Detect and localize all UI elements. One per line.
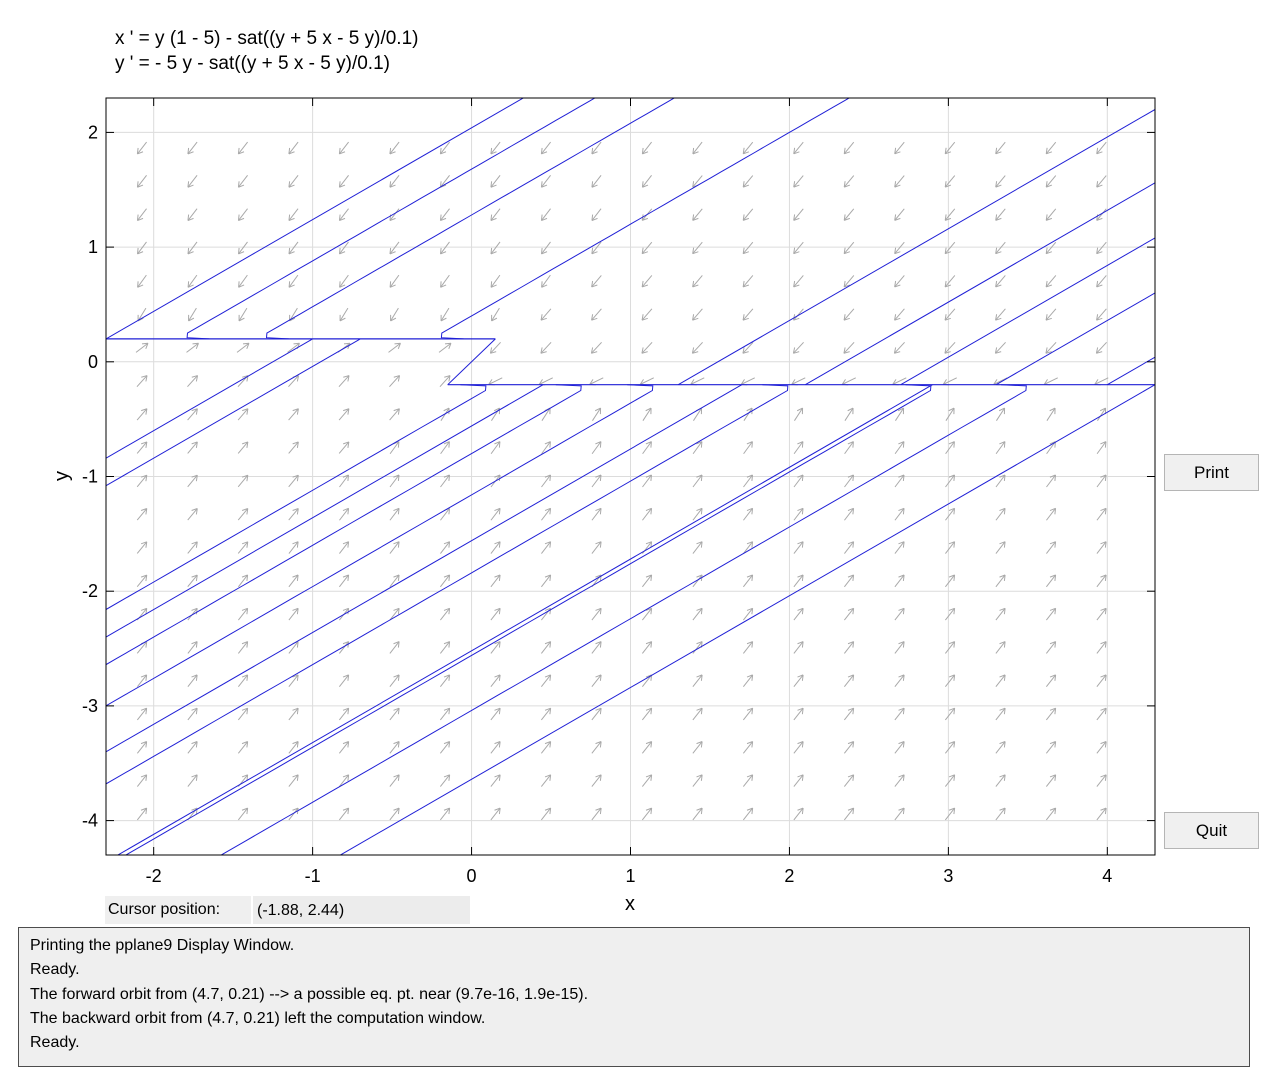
message-line: The backward orbit from (4.7, 0.21) left… [30, 1007, 1238, 1031]
message-line: The forward orbit from (4.7, 0.21) --> a… [30, 983, 1238, 1007]
x-tick-label: 1 [625, 866, 635, 886]
x-tick-label: -2 [146, 866, 162, 886]
y-tick-label: 2 [88, 122, 98, 142]
phase-plane-plot[interactable]: -2 -1 0 1 2 3 4 -4 -3 -2 -1 0 1 2 x y [0, 0, 1272, 930]
y-tick-label: -1 [82, 467, 98, 487]
cursor-position-panel: Cursor position: (-1.88, 2.44) [105, 896, 470, 924]
y-tick-label: 0 [88, 352, 98, 372]
trajectory-curve [0, 339, 106, 890]
message-window[interactable]: Printing the pplane9 Display Window. Rea… [18, 927, 1250, 1067]
y-tick-label: -3 [82, 696, 98, 716]
message-line: Ready. [30, 1031, 1238, 1055]
message-line: Printing the pplane9 Display Window. [30, 934, 1238, 958]
quit-button[interactable]: Quit [1164, 812, 1259, 849]
x-tick-label: 0 [467, 866, 477, 886]
y-axis-label: y [51, 471, 73, 481]
x-tick-label: -1 [305, 866, 321, 886]
x-tick-label: 4 [1102, 866, 1112, 886]
x-tick-label: 3 [943, 866, 953, 886]
y-tick-label: -2 [82, 581, 98, 601]
message-line: Ready. [30, 958, 1238, 982]
y-tick-label: -4 [82, 811, 98, 831]
x-tick-label: 2 [784, 866, 794, 886]
y-tick-label: 1 [88, 237, 98, 257]
x-axis-label: x [625, 893, 635, 915]
cursor-position-value: (-1.88, 2.44) [251, 896, 470, 924]
print-button[interactable]: Print [1164, 454, 1259, 491]
cursor-position-label: Cursor position: [108, 901, 220, 919]
